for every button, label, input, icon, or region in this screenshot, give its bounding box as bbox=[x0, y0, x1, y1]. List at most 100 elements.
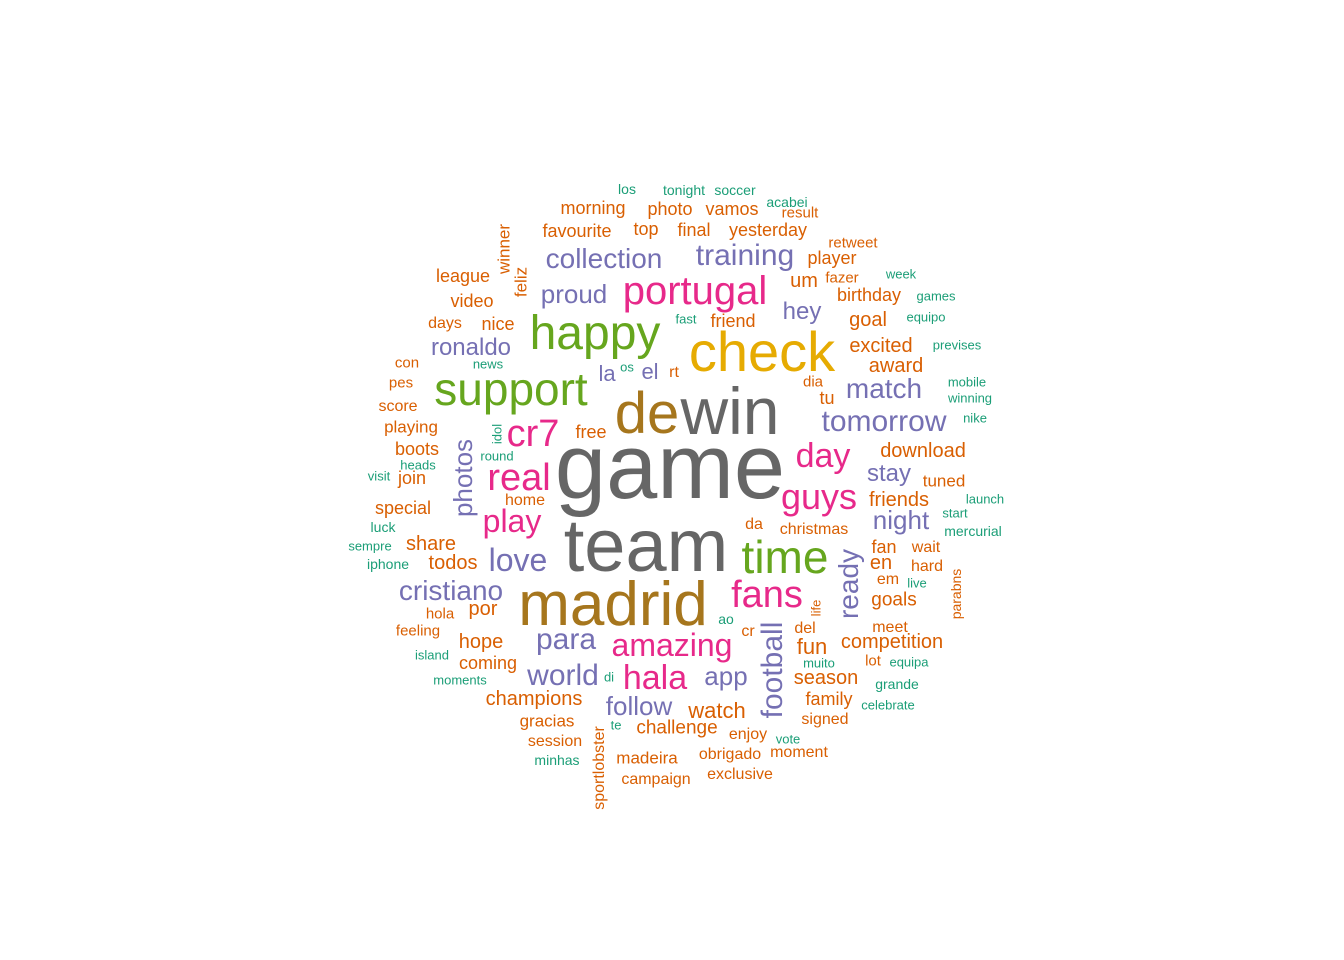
word-home: home bbox=[504, 492, 546, 509]
word-night: night bbox=[872, 505, 930, 535]
word-de: de bbox=[614, 381, 680, 446]
word-campaign: campaign bbox=[621, 771, 691, 788]
word-portugal: portugal bbox=[622, 269, 768, 313]
word-team: team bbox=[563, 504, 729, 587]
word-feliz: feliz bbox=[511, 266, 531, 298]
word-ao: ao bbox=[718, 611, 734, 627]
word-friend: friend bbox=[710, 311, 756, 331]
word-tomorrow: tomorrow bbox=[821, 405, 947, 438]
word-life: life bbox=[808, 599, 824, 617]
word-hey: hey bbox=[782, 298, 822, 325]
word-love: love bbox=[488, 542, 548, 578]
word-follow: follow bbox=[605, 691, 673, 721]
word-launch: launch bbox=[965, 491, 1005, 507]
word-week: week bbox=[885, 266, 917, 282]
word-win: win bbox=[680, 374, 780, 448]
word-live: live bbox=[907, 575, 927, 591]
word-family: family bbox=[805, 689, 853, 709]
word-support: support bbox=[434, 363, 588, 415]
word-iphone: iphone bbox=[366, 556, 410, 572]
word-special: special bbox=[374, 498, 432, 518]
word-real: real bbox=[487, 457, 551, 499]
word-hala: hala bbox=[622, 659, 688, 697]
word-la: la bbox=[598, 361, 616, 386]
word-luck: luck bbox=[370, 519, 396, 535]
word-del: del bbox=[794, 620, 816, 637]
word-round: round bbox=[480, 448, 514, 464]
word-cristiano: cristiano bbox=[398, 575, 504, 606]
word-share: share bbox=[405, 533, 457, 555]
word-goal: goal bbox=[849, 309, 887, 331]
word-free: free bbox=[575, 422, 607, 442]
word-time: time bbox=[741, 531, 829, 583]
word-start: start bbox=[942, 505, 968, 521]
word-hope: hope bbox=[458, 631, 504, 653]
word-winning: winning bbox=[947, 390, 993, 406]
word-winner: winner bbox=[494, 223, 514, 275]
word-gracias: gracias bbox=[519, 711, 575, 731]
word-mercurial: mercurial bbox=[944, 523, 1002, 539]
word-los: los bbox=[618, 181, 636, 197]
word-day: day bbox=[795, 437, 851, 475]
word-video: video bbox=[450, 291, 494, 311]
word-ronaldo: ronaldo bbox=[430, 334, 512, 361]
word-muito: muito bbox=[803, 655, 835, 671]
word-fan: fan bbox=[871, 537, 897, 557]
word-final: final bbox=[677, 220, 711, 240]
word-season: season bbox=[793, 667, 859, 689]
word-equipo: equipo bbox=[906, 309, 946, 325]
word-lot: lot bbox=[865, 652, 881, 670]
word-fun: fun bbox=[796, 634, 828, 659]
word-para: para bbox=[535, 623, 597, 656]
word-visit: visit bbox=[367, 468, 391, 484]
word-tuned: tuned bbox=[922, 471, 966, 491]
word-dia: dia bbox=[802, 373, 824, 391]
word-watch: watch bbox=[688, 698, 746, 723]
word-grande: grande bbox=[875, 676, 919, 692]
word-obrigado: obrigado bbox=[698, 746, 762, 763]
word-da: da bbox=[745, 516, 763, 533]
word-stay: stay bbox=[866, 460, 912, 487]
word-island: island bbox=[415, 647, 449, 663]
word-vamos: vamos bbox=[705, 199, 759, 219]
word-training: training bbox=[695, 239, 795, 272]
word-amazing: amazing bbox=[611, 627, 733, 663]
word-birthday: birthday bbox=[836, 285, 902, 305]
word-photos: photos bbox=[448, 438, 478, 518]
word-friends: friends bbox=[868, 489, 930, 511]
word-meet: meet bbox=[872, 619, 908, 636]
word-world: world bbox=[527, 659, 599, 692]
word-mobile: mobile bbox=[947, 374, 987, 390]
word-celebrate: celebrate bbox=[861, 697, 915, 713]
word-check: check bbox=[688, 320, 836, 383]
word-por: por bbox=[468, 598, 498, 620]
word-moment: moment bbox=[770, 744, 828, 761]
word-retweet: retweet bbox=[828, 234, 878, 252]
word-session: session bbox=[527, 733, 583, 750]
word-hard: hard bbox=[910, 558, 944, 575]
word-happy: happy bbox=[529, 307, 661, 360]
word-exclusive: exclusive bbox=[707, 766, 773, 783]
word-fans: fans bbox=[731, 574, 803, 616]
word-champions: champions bbox=[485, 688, 583, 710]
word-days: days bbox=[428, 315, 462, 332]
word-result: result bbox=[781, 204, 819, 222]
word-em: em bbox=[876, 571, 900, 588]
word-goals: goals bbox=[871, 589, 917, 611]
word-fast: fast bbox=[675, 311, 697, 327]
word-con: con bbox=[394, 354, 420, 372]
word-enjoy: enjoy bbox=[728, 726, 768, 743]
word-league: league bbox=[435, 266, 491, 286]
word-madeira: madeira bbox=[616, 748, 678, 768]
word-pes: pes bbox=[388, 374, 414, 392]
word-download: download bbox=[880, 440, 966, 462]
word-um: um bbox=[790, 270, 818, 292]
word-hola: hola bbox=[425, 605, 455, 623]
word-game: game bbox=[554, 416, 786, 518]
word-nike: nike bbox=[963, 410, 987, 426]
word-play: play bbox=[482, 503, 542, 539]
word-morning: morning bbox=[560, 198, 626, 218]
word-sportlobster: sportlobster bbox=[591, 726, 608, 810]
word-score: score bbox=[378, 398, 418, 415]
